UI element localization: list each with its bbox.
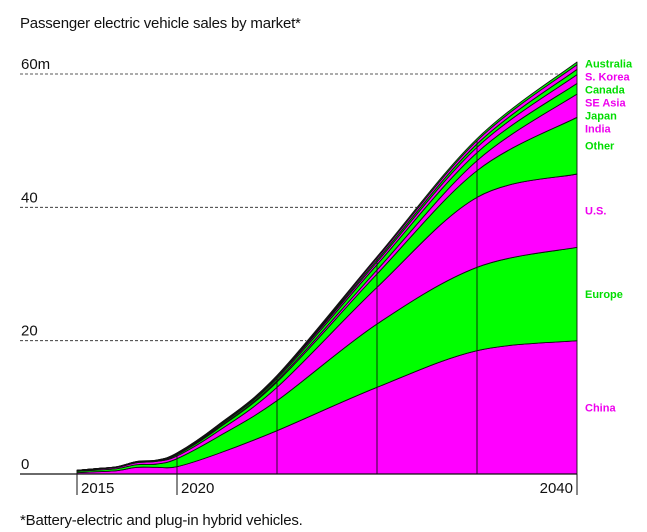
y-tick-20: 20 [21,323,38,340]
x-tick-2020: 2020 [181,480,214,497]
legend-europe: Europe [585,289,623,301]
y-tick-40: 40 [21,189,38,206]
legend-se-asia: SE Asia [585,97,626,109]
x-tick-2015: 2015 [81,480,114,497]
legend-india: India [585,123,612,135]
area-layers [76,61,578,475]
vertical-markers [176,140,478,474]
y-tick-0: 0 [21,456,29,473]
legend-other: Other [585,141,615,153]
legend-s-korea: S. Korea [585,71,631,83]
legend-canada: Canada [585,84,626,96]
x-tick-2040: 2040 [540,480,573,497]
chart-title: Passenger electric vehicle sales by mark… [20,15,301,32]
chart-footnote: *Battery-electric and plug-in hybrid veh… [20,512,303,529]
legend-japan: Japan [585,110,617,122]
legend-china: China [585,402,616,414]
area-australia [76,61,578,471]
legend-australia: Australia [585,58,633,70]
y-tick-60: 60m [21,56,50,73]
gridlines [20,73,562,342]
legend-u-s: U.S. [585,206,606,218]
